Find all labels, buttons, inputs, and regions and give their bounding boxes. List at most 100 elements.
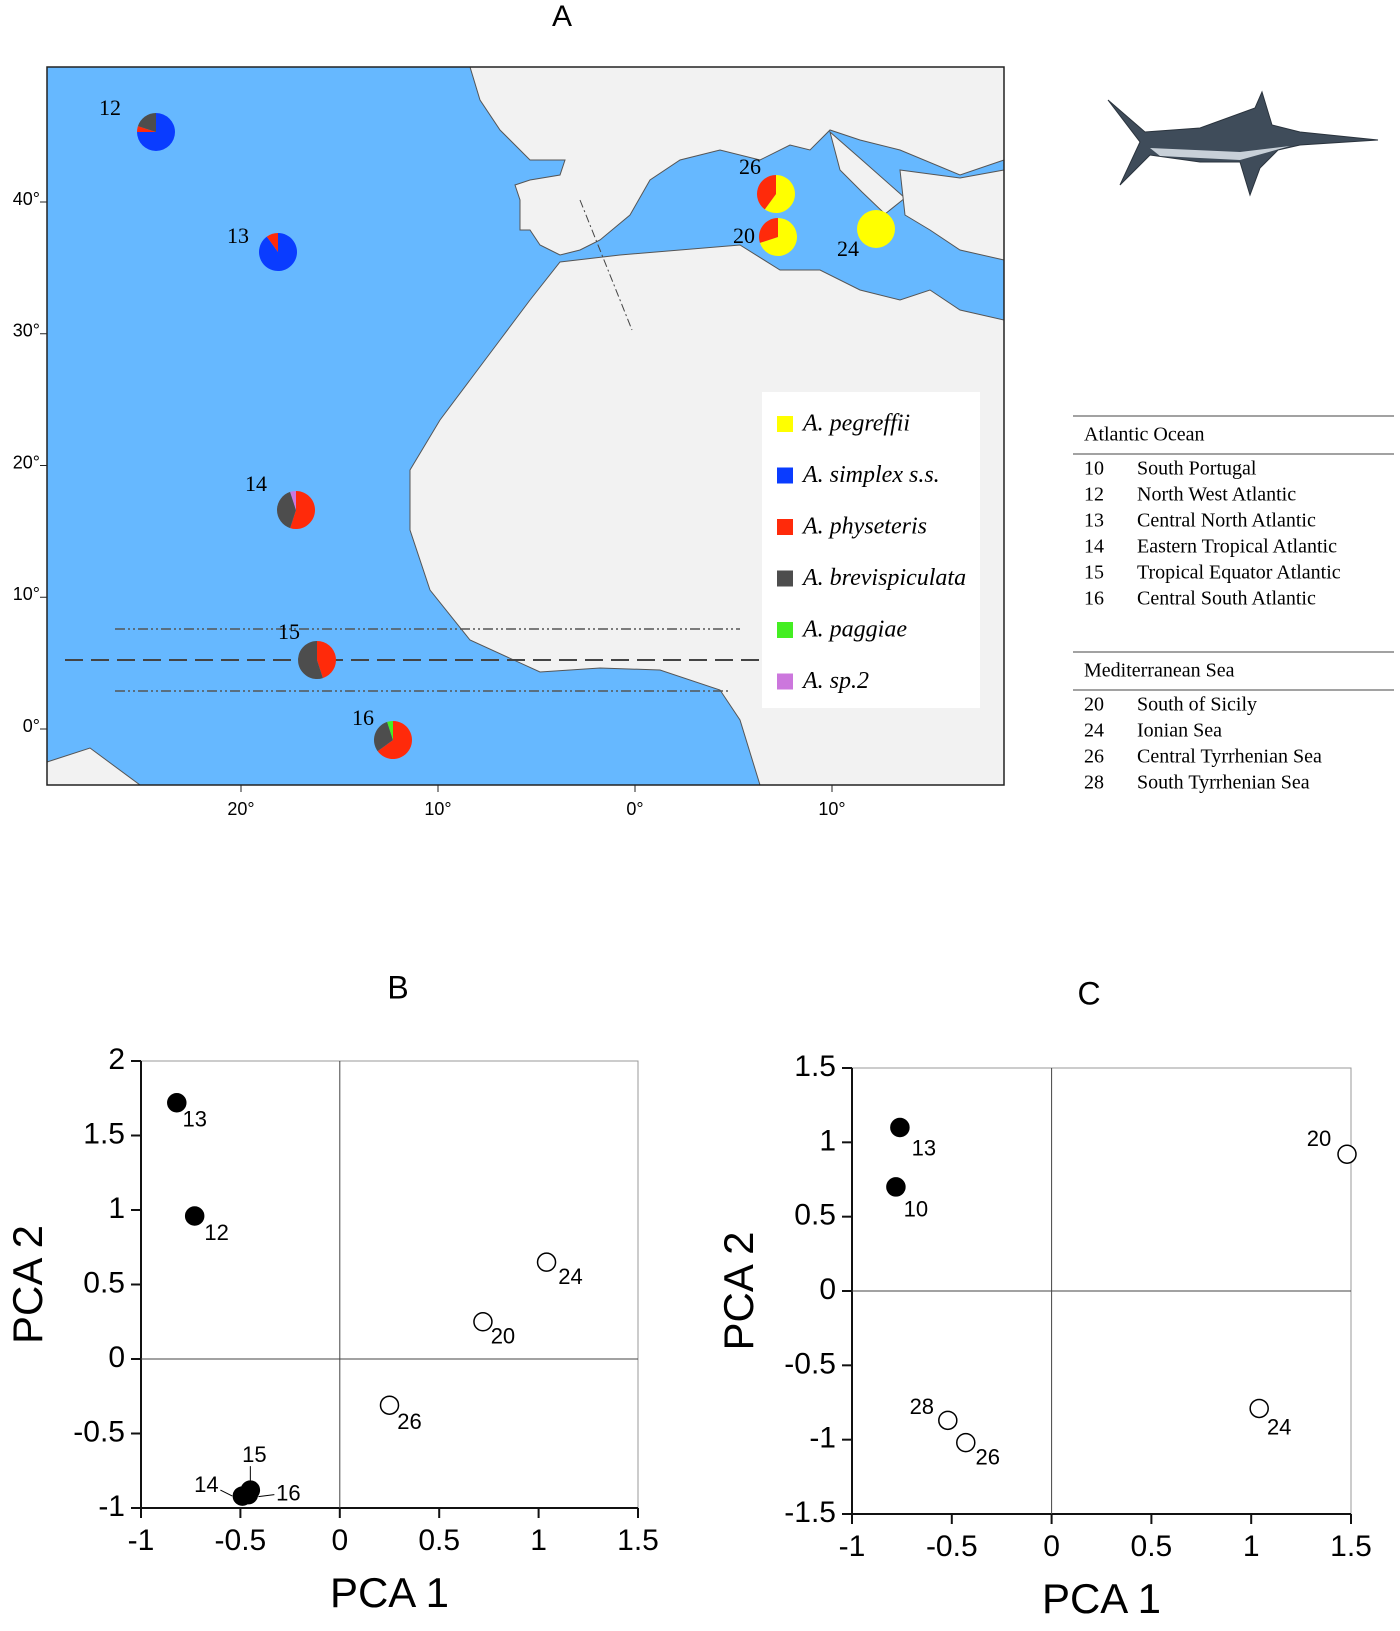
site-code: 28 <box>1084 772 1104 794</box>
site-name: Ionian Sea <box>1137 720 1222 742</box>
site-label: 24 <box>837 236 859 261</box>
y-axis-label: PCA 2 <box>4 1225 51 1344</box>
x-tick-label: -1 <box>839 1530 866 1563</box>
lon-tick-label: 10° <box>818 799 845 819</box>
site-name: Central South Atlantic <box>1137 588 1316 610</box>
pie-slice <box>290 491 296 510</box>
chart-title: C <box>1077 975 1100 1011</box>
point-label: 20 <box>1307 1126 1331 1151</box>
legend-label: A. paggiae <box>801 617 907 643</box>
point-label: 28 <box>910 1394 934 1419</box>
point-label: 14 <box>194 1472 218 1497</box>
y-axis-label: PCA 2 <box>715 1231 762 1350</box>
site-name: North West Atlantic <box>1137 484 1296 506</box>
site-code: 26 <box>1084 746 1104 768</box>
lat-tick-label: 0° <box>23 716 40 736</box>
site-label: 16 <box>352 705 374 730</box>
point-label: 24 <box>1267 1414 1291 1439</box>
legend-label: A. pegreffii <box>801 411 910 437</box>
pie-slice <box>266 233 278 252</box>
x-tick-label: 1.5 <box>617 1524 659 1557</box>
x-tick-label: 0.5 <box>1131 1530 1173 1563</box>
point <box>536 1252 557 1272</box>
x-tick-label: -0.5 <box>215 1524 267 1557</box>
point-label: 24 <box>558 1264 582 1289</box>
land-europe <box>469 66 1005 256</box>
pie-slice <box>857 210 895 248</box>
x-tick-label: -0.5 <box>926 1530 978 1563</box>
lat-tick-label: 40° <box>13 189 40 209</box>
site-label: 14 <box>245 471 267 496</box>
pie-slice <box>759 218 778 243</box>
map-frame <box>46 66 1005 786</box>
x-tick-label: 1.5 <box>1330 1530 1372 1563</box>
point-label: 26 <box>976 1444 1000 1469</box>
point-label: 13 <box>183 1107 207 1132</box>
lon-tick-label: 0° <box>626 799 643 819</box>
point-label: 13 <box>912 1135 936 1160</box>
site-code: 15 <box>1084 562 1104 584</box>
legend-box <box>762 392 980 708</box>
site-name: Central Tyrrhenian Sea <box>1137 746 1322 768</box>
legend-swatch <box>777 519 793 535</box>
site-label: 12 <box>99 95 121 120</box>
y-tick-label: 0.5 <box>794 1199 836 1232</box>
pie-slice <box>377 721 412 759</box>
legend-swatch <box>777 416 793 432</box>
x-tick-label: 1 <box>1243 1530 1260 1563</box>
site-code: 12 <box>1084 484 1104 506</box>
y-tick-label: -1 <box>98 1490 125 1523</box>
point <box>890 1117 910 1138</box>
site-code: 24 <box>1084 720 1104 742</box>
y-tick-label: 2 <box>108 1043 125 1076</box>
site-name: South Tyrrhenian Sea <box>1137 772 1310 794</box>
swordfish-illustration <box>1107 90 1379 197</box>
pie-slice <box>374 721 393 752</box>
point <box>1337 1144 1357 1164</box>
point-label: 15 <box>242 1442 266 1467</box>
point <box>938 1410 958 1431</box>
x-tick-label: -1 <box>128 1524 155 1557</box>
y-tick-label: 1 <box>819 1124 836 1157</box>
pie-slice <box>277 491 296 529</box>
y-tick-label: 1.5 <box>83 1117 125 1150</box>
lat-tick-label: 30° <box>13 321 40 341</box>
x-tick-label: 0 <box>331 1524 348 1557</box>
site-label: 26 <box>739 154 761 179</box>
site-code: 20 <box>1084 694 1104 716</box>
site-label: 20 <box>733 223 755 248</box>
point-label: 20 <box>491 1324 515 1349</box>
lat-tick-label: 10° <box>13 584 40 604</box>
legend-swatch <box>777 467 793 484</box>
pie-slice <box>290 491 316 530</box>
site-name: South Portugal <box>1137 458 1257 480</box>
site-name: Tropical Equator Atlantic <box>1137 562 1341 584</box>
x-tick-label: 1 <box>530 1524 547 1557</box>
panel-title: A <box>552 0 572 33</box>
land-balkans <box>899 169 1005 261</box>
site-code: 16 <box>1084 588 1104 610</box>
x-tick-label: 0.5 <box>418 1524 460 1557</box>
lat-tick-label: 20° <box>13 452 40 472</box>
point <box>1249 1398 1269 1419</box>
lon-tick-label: 20° <box>227 799 254 819</box>
y-tick-label: 1.5 <box>794 1050 836 1083</box>
site-code: 13 <box>1084 510 1104 532</box>
y-tick-label: -0.5 <box>73 1415 125 1448</box>
x-axis-label: PCA 1 <box>1042 1575 1161 1622</box>
table-group-title: Mediterranean Sea <box>1084 660 1235 682</box>
legend-label: A. physeteris <box>801 514 927 540</box>
pie-slice <box>759 218 797 257</box>
x-axis-label: PCA 1 <box>330 1569 449 1616</box>
site-name: Central North Atlantic <box>1137 510 1316 532</box>
pie-slice <box>137 126 156 132</box>
point <box>886 1177 906 1197</box>
legend-label: A. brevispiculata <box>801 565 966 591</box>
chart-title: B <box>387 969 408 1005</box>
point <box>238 1484 259 1505</box>
point <box>184 1206 205 1226</box>
y-tick-label: 0.5 <box>83 1266 125 1299</box>
lon-tick-label: 10° <box>424 799 451 819</box>
leader-line <box>220 1489 233 1497</box>
site-label: 13 <box>227 223 249 248</box>
